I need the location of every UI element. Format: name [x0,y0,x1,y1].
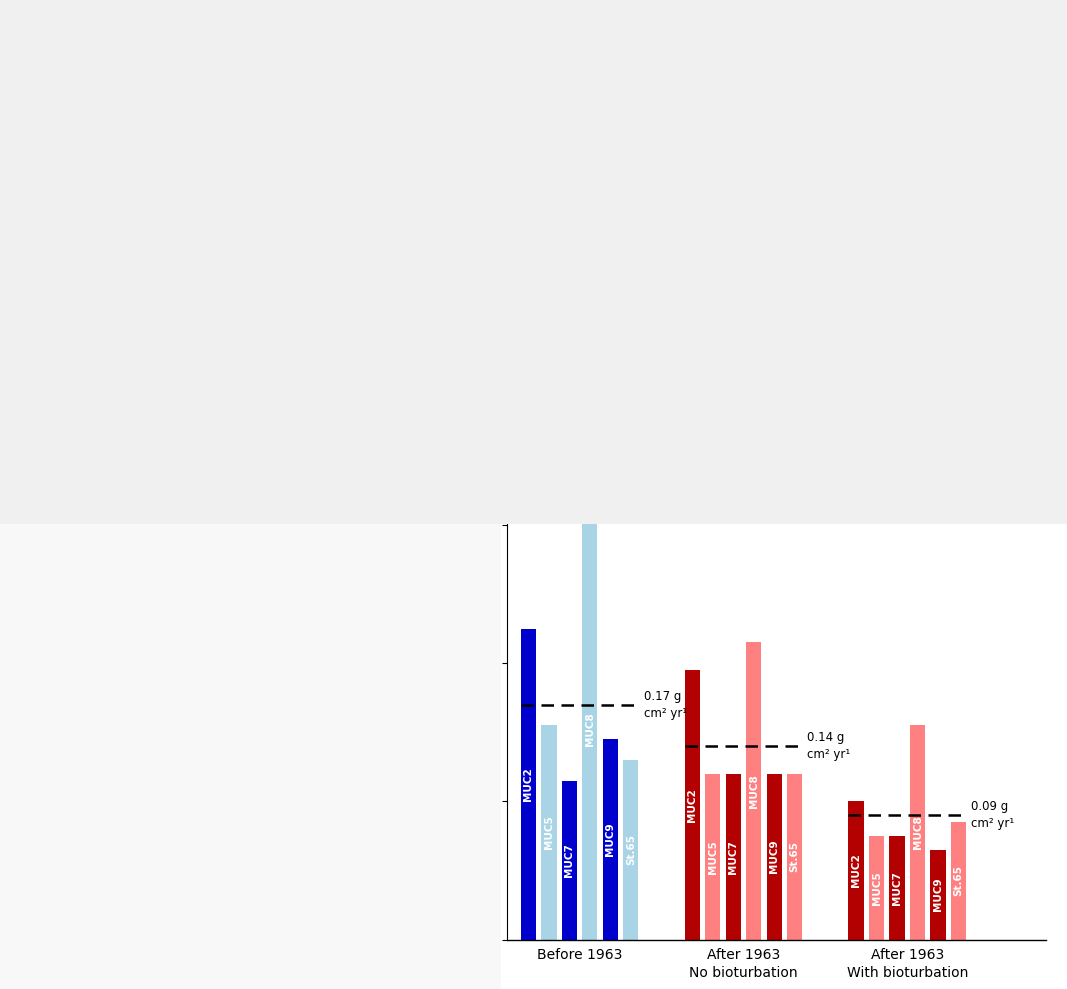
Bar [890,836,905,940]
Bar [869,836,885,940]
Bar [623,760,638,940]
Bar [930,850,945,940]
Bar [910,725,925,940]
Text: MUC9: MUC9 [769,840,779,873]
Bar [603,739,618,940]
Text: MUC2: MUC2 [687,788,697,822]
Bar [951,822,967,940]
Text: MUC5: MUC5 [544,816,554,850]
Bar [541,725,557,940]
Text: MUC8: MUC8 [749,774,759,808]
Text: MUC8: MUC8 [912,816,923,850]
Text: MUC2: MUC2 [523,767,534,801]
Text: St.65: St.65 [625,835,636,865]
Bar [685,671,700,940]
Bar [746,643,762,940]
Bar [787,773,802,940]
Text: MUC9: MUC9 [934,878,943,912]
Bar [561,780,577,940]
Text: MUC7: MUC7 [728,840,738,873]
Text: 0.17 g
cm² yr¹: 0.17 g cm² yr¹ [643,689,687,720]
Text: 0.14 g
cm² yr¹: 0.14 g cm² yr¹ [808,731,850,762]
Text: MUC7: MUC7 [564,844,574,877]
Y-axis label: MAR [g cm⁻² yr⁻¹]: MAR [g cm⁻² yr⁻¹] [453,636,468,773]
Bar [705,773,720,940]
Text: MUC5: MUC5 [707,840,718,873]
Text: MUC2: MUC2 [851,854,861,887]
Text: MUC7: MUC7 [892,870,902,905]
Text: MUC5: MUC5 [872,871,881,905]
Text: 0.09 g
cm² yr¹: 0.09 g cm² yr¹ [971,800,1015,830]
Bar [848,801,864,940]
Bar [766,773,782,940]
Bar [521,629,536,940]
Bar [726,773,740,940]
Bar [583,518,598,940]
Text: MUC9: MUC9 [605,823,616,856]
Text: St.65: St.65 [790,842,799,872]
Text: St.65: St.65 [954,865,964,896]
Text: MUC8: MUC8 [585,712,594,746]
